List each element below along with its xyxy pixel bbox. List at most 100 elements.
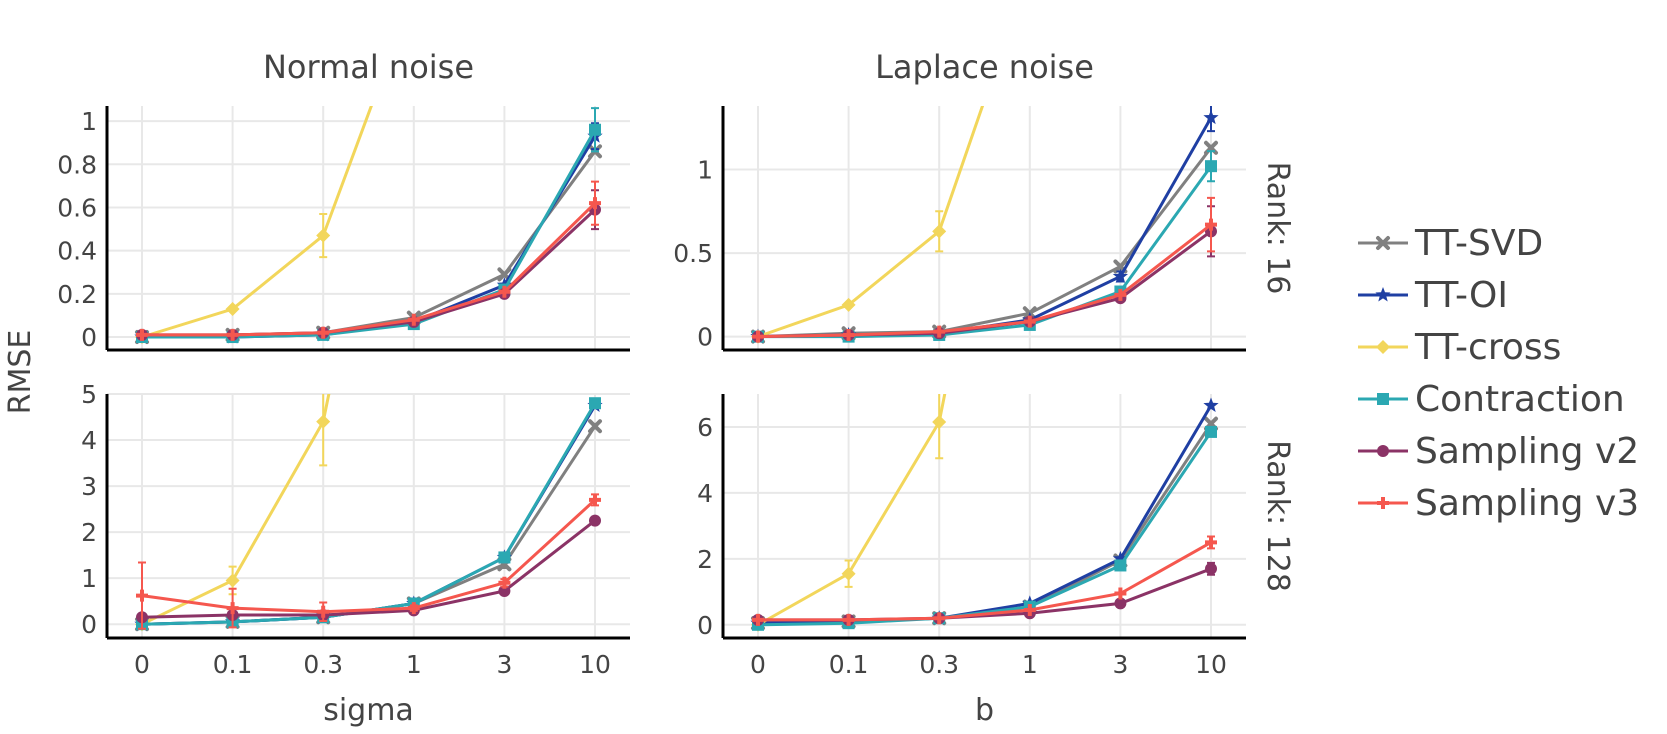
data-point-shape [1023, 315, 1036, 328]
data-point [226, 602, 239, 615]
data-point [842, 613, 855, 626]
data-point [1205, 160, 1217, 173]
data-point-shape [226, 328, 239, 341]
y-tick-label: 0.4 [57, 237, 97, 266]
series-sampling-v3 [136, 493, 601, 630]
data-point [136, 589, 148, 602]
legend-label: Sampling v3 [1415, 483, 1639, 524]
series-contraction [752, 425, 1217, 631]
data-point [225, 573, 240, 588]
data-point-shape [841, 297, 856, 312]
data-point [1023, 315, 1036, 328]
series-tt-svd [751, 416, 1218, 631]
x-tick-label: 1 [406, 650, 422, 679]
y-tick-label: 1 [81, 107, 97, 136]
data-point [316, 228, 331, 243]
data-point [407, 313, 420, 326]
plot-area [134, 106, 603, 345]
series-line [141, 394, 331, 626]
y-tick-label: 0 [81, 323, 97, 352]
data-point-shape [1112, 550, 1129, 566]
data-point [932, 415, 947, 430]
plot-area [134, 394, 603, 632]
series-line [757, 404, 1213, 625]
legend-item: Contraction [1358, 379, 1625, 420]
legend-label: TT-cross [1414, 327, 1561, 368]
legend-marker [1376, 340, 1390, 354]
data-point [498, 285, 511, 298]
data-point-shape [498, 585, 511, 598]
data-point-shape [589, 123, 601, 136]
data-point [752, 613, 764, 626]
data-point [407, 602, 420, 615]
legend: TT-SVD TT-OI TT-cross Contraction Sampling v… [1358, 223, 1639, 524]
data-point-shape [1114, 559, 1127, 572]
data-point-shape [225, 301, 240, 316]
y-tick-label: 3 [81, 472, 97, 501]
data-point-shape [841, 566, 856, 581]
data-point-shape [1203, 109, 1219, 125]
series-sampling-v2 [752, 561, 1217, 626]
y-tick-label: 0.2 [57, 280, 97, 309]
series-tt-oi [750, 106, 1219, 344]
plot-area [750, 394, 1219, 632]
column-title-1: Normal noise [263, 48, 474, 86]
x-tick-label: 0 [134, 650, 150, 679]
series-line [758, 541, 1212, 622]
data-point [498, 576, 511, 589]
series-line [142, 129, 597, 339]
data-point-shape [752, 330, 764, 343]
data-point [316, 414, 331, 429]
series-line [757, 106, 985, 339]
data-point [589, 397, 601, 410]
data-point [1112, 268, 1129, 283]
series-line [757, 431, 1213, 627]
data-point-shape [1205, 218, 1217, 231]
data-point-shape [225, 573, 240, 588]
data-point [1023, 603, 1036, 616]
y-tick-label: 5 [81, 380, 97, 409]
data-point-shape [932, 224, 947, 239]
series-contraction [136, 397, 601, 631]
series-line [142, 135, 597, 339]
x-tick-label: 0.3 [303, 650, 343, 679]
legend-marker-shape [1377, 445, 1389, 457]
data-point-shape [1114, 597, 1127, 610]
panel-normal-rank128: 0 1 2 3 4 5 0 0.1 0.3 1 3 10 [81, 380, 630, 679]
series-tt-oi [134, 122, 603, 344]
series-tt-cross [751, 394, 947, 632]
data-point [1114, 587, 1127, 600]
x-tick-label: 0.1 [829, 650, 869, 679]
series-tt-svd [135, 419, 602, 632]
y-tick-label: 2 [697, 545, 713, 574]
legend-marker-shape [1376, 340, 1390, 354]
column-title-2: Laplace noise [875, 48, 1094, 86]
legend-marker [1376, 236, 1390, 250]
series-line [758, 165, 1213, 339]
data-point-shape [1205, 536, 1217, 549]
data-point [1205, 425, 1217, 438]
data-point-shape [932, 415, 947, 430]
data-point-shape [1114, 587, 1127, 600]
legend-marker-shape [1377, 497, 1389, 509]
series-line [141, 498, 597, 614]
data-point [588, 419, 602, 434]
data-point-shape [1205, 425, 1217, 438]
y-tick-label: 0 [81, 610, 97, 639]
series-line [141, 425, 597, 626]
series-tt-oi [134, 397, 603, 631]
y-tick-label: 0.8 [57, 150, 97, 179]
legend-item: TT-SVD [1358, 223, 1543, 264]
data-point-shape [407, 602, 420, 615]
legend-label: Contraction [1415, 379, 1625, 420]
y-tick-label: 1 [81, 564, 97, 593]
data-point [589, 197, 601, 210]
legend-marker [1377, 393, 1389, 405]
y-tick-label: 0.5 [673, 239, 713, 268]
legend-marker [1377, 445, 1389, 457]
x-tick-label: 3 [1112, 650, 1128, 679]
legend-label: TT-SVD [1414, 223, 1543, 264]
x-tick-label: 1 [1022, 650, 1038, 679]
